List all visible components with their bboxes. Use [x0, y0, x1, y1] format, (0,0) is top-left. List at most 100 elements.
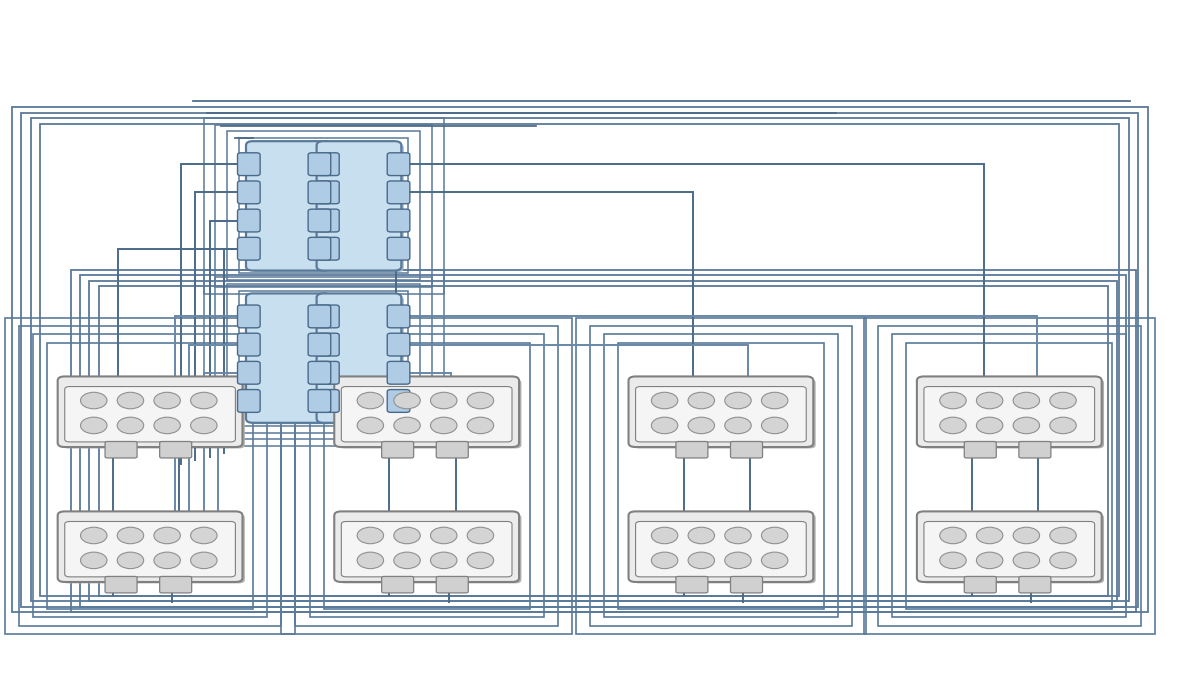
- Ellipse shape: [939, 527, 966, 544]
- FancyBboxPatch shape: [308, 237, 331, 260]
- FancyBboxPatch shape: [917, 376, 1102, 447]
- FancyBboxPatch shape: [676, 576, 707, 593]
- FancyBboxPatch shape: [387, 153, 410, 176]
- Ellipse shape: [431, 417, 457, 434]
- FancyBboxPatch shape: [308, 361, 331, 384]
- Ellipse shape: [118, 552, 144, 569]
- Ellipse shape: [394, 392, 420, 409]
- FancyBboxPatch shape: [308, 153, 331, 176]
- Ellipse shape: [154, 417, 180, 434]
- Ellipse shape: [689, 527, 714, 544]
- Ellipse shape: [762, 527, 787, 544]
- Bar: [21, 113, 1138, 607]
- FancyBboxPatch shape: [317, 153, 339, 176]
- FancyBboxPatch shape: [917, 511, 1102, 582]
- Bar: [227, 131, 420, 280]
- FancyBboxPatch shape: [308, 181, 331, 203]
- FancyBboxPatch shape: [922, 514, 1104, 583]
- Ellipse shape: [357, 392, 384, 409]
- FancyBboxPatch shape: [1019, 576, 1051, 593]
- FancyBboxPatch shape: [964, 576, 996, 593]
- FancyBboxPatch shape: [246, 141, 331, 271]
- FancyBboxPatch shape: [437, 441, 468, 458]
- FancyBboxPatch shape: [731, 576, 763, 593]
- Ellipse shape: [118, 527, 144, 544]
- Ellipse shape: [1013, 552, 1039, 569]
- Ellipse shape: [762, 392, 787, 409]
- FancyBboxPatch shape: [317, 334, 339, 356]
- Bar: [906, 343, 1112, 609]
- Ellipse shape: [118, 417, 144, 434]
- FancyBboxPatch shape: [321, 144, 404, 272]
- Bar: [281, 318, 572, 634]
- FancyBboxPatch shape: [387, 181, 410, 203]
- FancyBboxPatch shape: [381, 441, 413, 458]
- FancyBboxPatch shape: [341, 522, 512, 577]
- Ellipse shape: [431, 552, 457, 569]
- FancyBboxPatch shape: [58, 376, 242, 447]
- FancyBboxPatch shape: [238, 153, 260, 176]
- Ellipse shape: [1050, 392, 1076, 409]
- Bar: [310, 334, 544, 617]
- Ellipse shape: [977, 417, 1003, 434]
- Bar: [576, 318, 866, 634]
- FancyBboxPatch shape: [160, 441, 192, 458]
- FancyBboxPatch shape: [238, 334, 260, 356]
- Ellipse shape: [725, 527, 751, 544]
- Ellipse shape: [725, 417, 751, 434]
- Ellipse shape: [977, 527, 1003, 544]
- Ellipse shape: [80, 527, 107, 544]
- Ellipse shape: [651, 552, 678, 569]
- Bar: [5, 318, 295, 634]
- Ellipse shape: [1013, 392, 1039, 409]
- FancyBboxPatch shape: [636, 522, 806, 577]
- Bar: [99, 286, 1108, 596]
- Ellipse shape: [154, 552, 180, 569]
- Bar: [40, 124, 1119, 596]
- Ellipse shape: [651, 527, 678, 544]
- FancyBboxPatch shape: [62, 379, 245, 448]
- Ellipse shape: [431, 392, 457, 409]
- Ellipse shape: [725, 552, 751, 569]
- FancyBboxPatch shape: [387, 361, 410, 384]
- FancyBboxPatch shape: [308, 209, 331, 232]
- Bar: [33, 334, 267, 617]
- FancyBboxPatch shape: [924, 387, 1095, 442]
- Ellipse shape: [394, 552, 420, 569]
- Bar: [204, 118, 444, 294]
- Bar: [19, 326, 281, 626]
- Ellipse shape: [154, 392, 180, 409]
- FancyBboxPatch shape: [731, 441, 763, 458]
- FancyBboxPatch shape: [676, 441, 707, 458]
- FancyBboxPatch shape: [633, 514, 816, 583]
- Ellipse shape: [357, 417, 384, 434]
- Ellipse shape: [762, 552, 787, 569]
- Ellipse shape: [977, 392, 1003, 409]
- FancyBboxPatch shape: [437, 576, 468, 593]
- Bar: [227, 284, 420, 432]
- Ellipse shape: [1050, 417, 1076, 434]
- FancyBboxPatch shape: [65, 522, 235, 577]
- Ellipse shape: [191, 552, 217, 569]
- FancyBboxPatch shape: [308, 390, 331, 412]
- FancyBboxPatch shape: [387, 390, 410, 412]
- Ellipse shape: [1050, 552, 1076, 569]
- Ellipse shape: [977, 552, 1003, 569]
- FancyBboxPatch shape: [238, 181, 260, 203]
- Ellipse shape: [357, 527, 384, 544]
- Ellipse shape: [689, 417, 714, 434]
- FancyBboxPatch shape: [317, 181, 339, 203]
- FancyBboxPatch shape: [633, 379, 816, 448]
- Bar: [239, 138, 408, 273]
- FancyBboxPatch shape: [308, 305, 331, 328]
- FancyBboxPatch shape: [334, 511, 519, 582]
- Ellipse shape: [394, 417, 420, 434]
- FancyBboxPatch shape: [105, 441, 137, 458]
- Ellipse shape: [467, 552, 493, 569]
- FancyBboxPatch shape: [334, 376, 519, 447]
- Ellipse shape: [154, 527, 180, 544]
- FancyBboxPatch shape: [636, 387, 806, 442]
- Ellipse shape: [118, 392, 144, 409]
- FancyBboxPatch shape: [964, 441, 996, 458]
- Bar: [80, 275, 1126, 607]
